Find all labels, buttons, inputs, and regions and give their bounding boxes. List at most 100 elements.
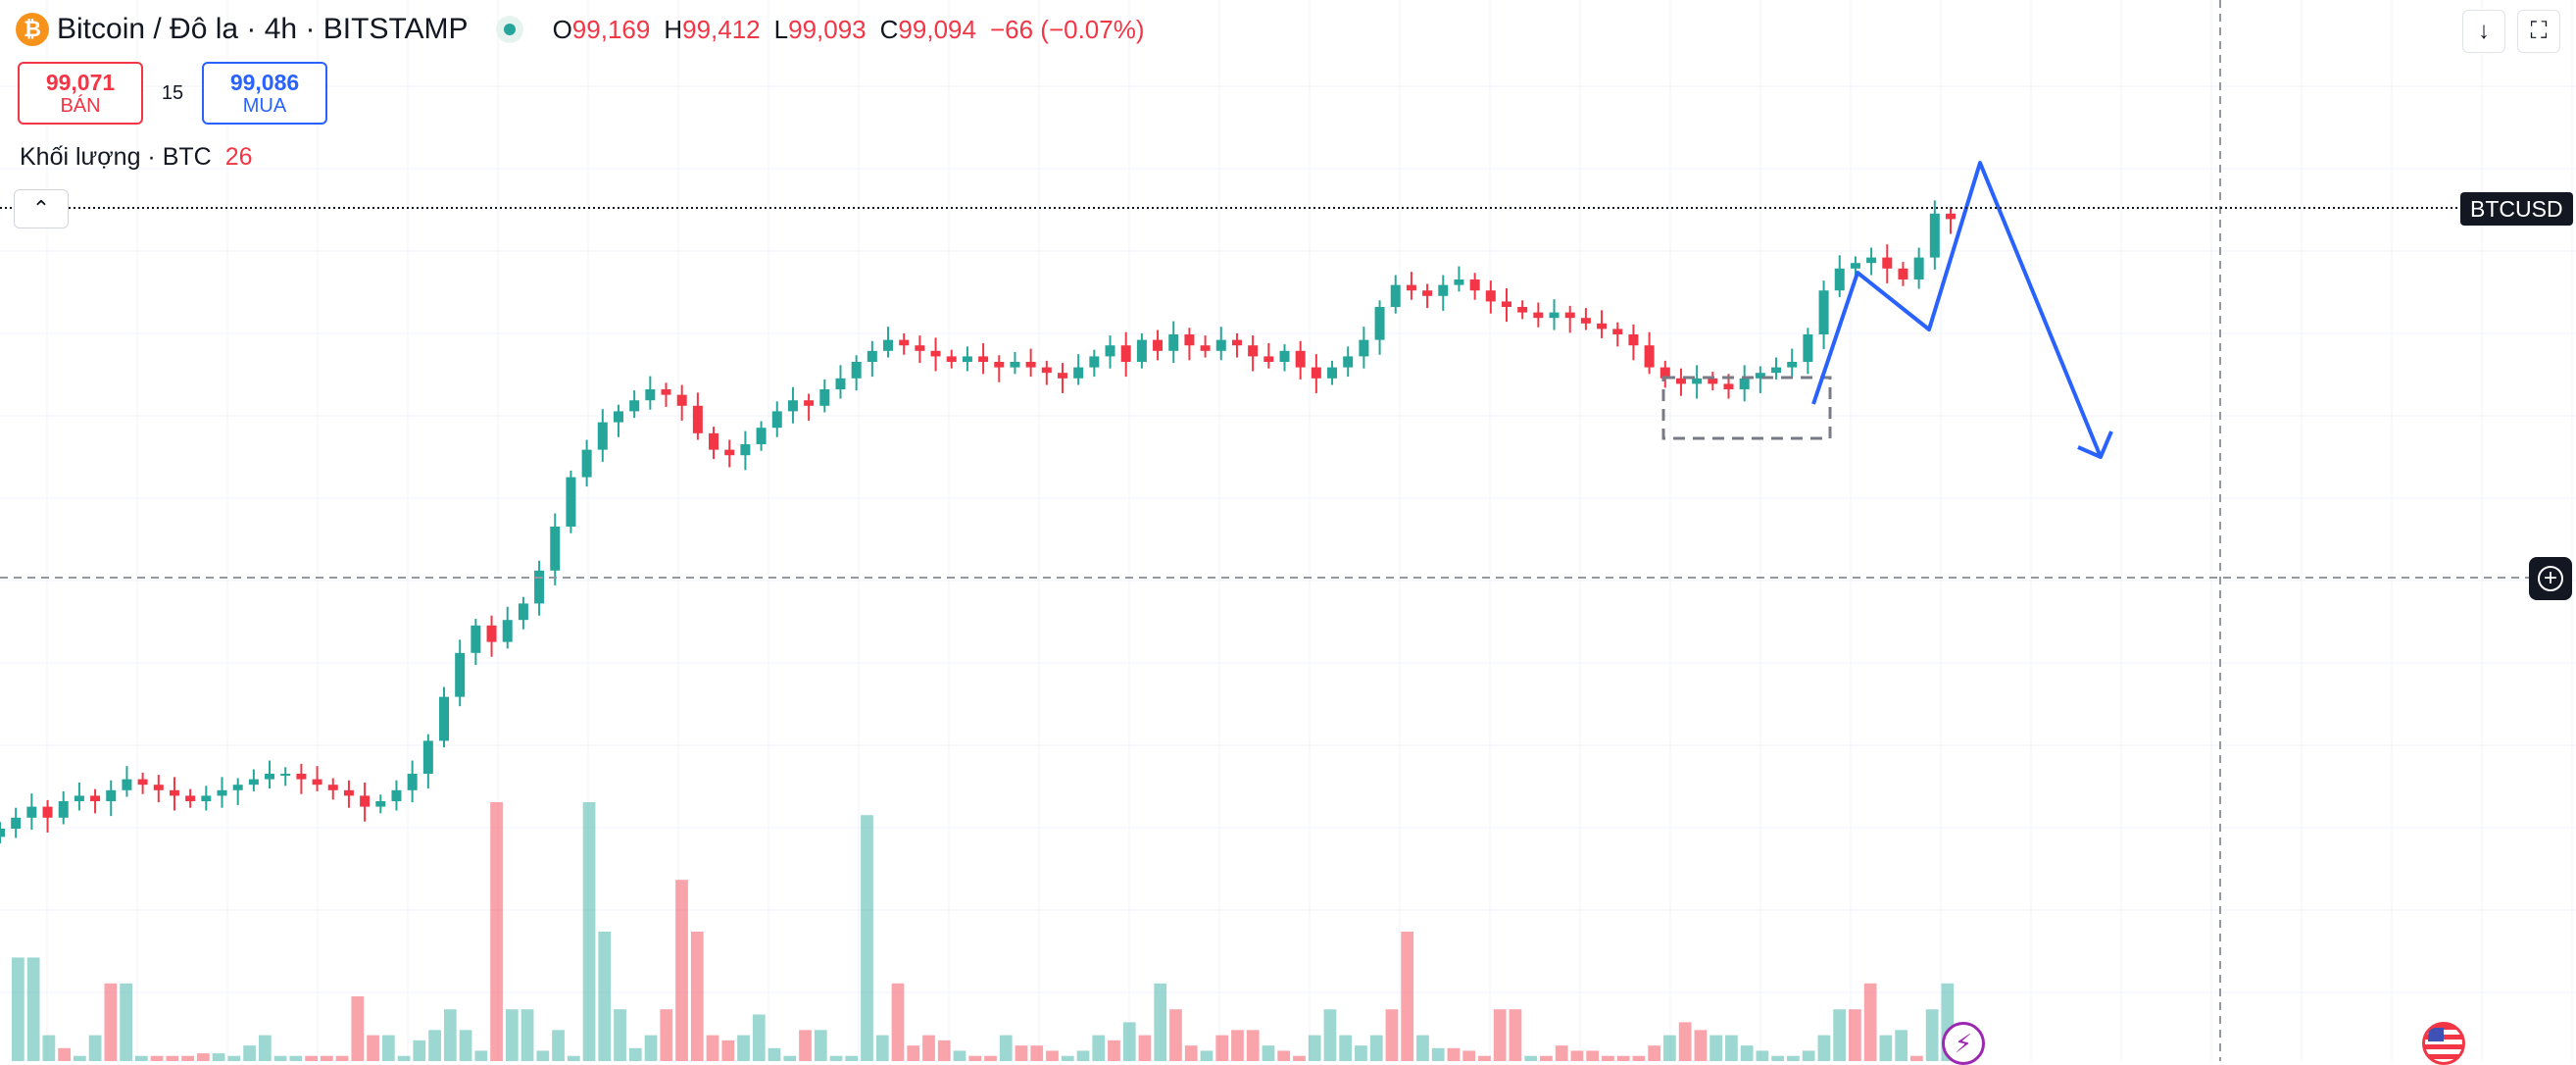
volume-bar [1663,1035,1676,1061]
volume-bar [335,1055,349,1061]
volume-bar [1925,1009,1939,1061]
volume-bar [737,1035,750,1061]
volume-bar [150,1055,164,1061]
candle-body [1580,318,1591,324]
volume-bar [1447,1047,1461,1061]
ohlc-values: O99,169 H99,412 L99,093 C99,094 −66 (−0.… [553,15,1145,45]
candle-body [1612,329,1623,334]
candle-body [455,652,466,697]
volume-bar [1416,1035,1429,1061]
candle-body [1390,284,1401,307]
candle-body [1422,290,1433,296]
volume-bar [212,1053,225,1061]
candle-body [1454,279,1464,285]
candle-body [1374,307,1385,340]
volume-bar [1493,1009,1507,1061]
spread-value: 15 [161,81,184,104]
chevron-up-icon[interactable]: ⌃ [14,189,69,228]
volume-bar [1709,1035,1723,1061]
candle-body [1120,345,1131,362]
candle-body [1803,334,1813,362]
volume-bar [120,983,132,1061]
candle-body [1882,257,1893,269]
candle-body [645,389,656,401]
candle-body [122,779,132,790]
volume-bar [474,1050,488,1061]
volume-bar [1462,1050,1476,1061]
buy-button[interactable]: 99,086 MUA [202,62,327,125]
symbol-title[interactable]: Bitcoin / Đô la · 4h · BITSTAMP [57,13,469,45]
forecast-arrowhead [2077,431,2113,459]
candle-body [1215,339,1226,351]
volume-bar [1802,1050,1815,1061]
candle-body [1327,367,1338,379]
candle-body [502,620,513,642]
candle-body [1549,312,1560,319]
candle-body [883,339,894,351]
candle-body [90,795,101,801]
candle-body [851,362,862,379]
symbol-legend: ₿ Bitcoin / Đô la · 4h · BITSTAMP O99,16… [16,10,1145,49]
volume-bar [1648,1045,1661,1061]
user-drawings [1661,161,2113,459]
candle-body [1564,312,1575,319]
volume-bar [984,1055,997,1061]
candle-body [915,345,925,351]
candle-body [1025,362,1036,368]
volume-bar [1740,1045,1754,1061]
volume-histogram [12,802,1969,1061]
volume-bar [628,1047,642,1061]
candle-body [265,774,275,780]
candle-body [422,740,433,774]
volume-bar [1863,983,1877,1061]
volume-bar [937,1040,951,1061]
candle-body [74,795,84,801]
candle-body [804,400,815,406]
lightning-icon[interactable]: ⚡ [1942,1022,1985,1065]
volume-bar [1616,1055,1630,1061]
volume-bar [443,1009,457,1061]
volume-bar [1277,1050,1291,1061]
market-status-icon[interactable] [495,16,523,43]
candle-body [312,779,322,786]
volume-bar [567,1055,580,1061]
volume-bar [1061,1055,1074,1061]
consolidation-box [1661,376,1832,440]
candle-body [1136,339,1147,362]
volume-bar [922,1035,935,1061]
candle-body [486,625,497,642]
volume-bar [1184,1045,1198,1061]
candle-body [1898,268,1908,279]
volume-bar [1154,983,1167,1061]
candle-body [1660,367,1670,379]
candle-body [1010,362,1020,368]
volume-bar [1339,1035,1353,1061]
crosshair-add-button[interactable]: + [2529,557,2572,600]
sell-button[interactable]: 99,071 BÁN [18,62,143,125]
volume-bar [520,1009,534,1061]
high-value: 99,412 [682,14,761,44]
candle-body [1850,263,1860,269]
volume-bar [1555,1045,1568,1061]
candle-body [962,356,972,362]
volume-bar [73,1055,86,1061]
volume-bar [1678,1022,1692,1061]
volume-bar [1910,1055,1923,1061]
volume-bar [1401,932,1414,1061]
arrow-down-icon[interactable]: ↓ [2462,10,2505,53]
volume-legend[interactable]: Khối lượng · BTC 26 [20,143,253,172]
us-flag-icon[interactable] [2422,1022,2465,1065]
candle-body [692,405,703,433]
candle-body [1834,268,1845,291]
candle-body [407,774,418,790]
volume-bar [891,983,905,1061]
candle-body [137,779,148,786]
volume-bar [690,932,704,1061]
candle-body [1501,301,1511,307]
volume-bar [258,1035,272,1061]
volume-bar [706,1035,719,1061]
volume-bar [644,1035,658,1061]
candle-body [1295,350,1306,368]
fullscreen-icon[interactable]: ⛶ [2517,10,2560,53]
